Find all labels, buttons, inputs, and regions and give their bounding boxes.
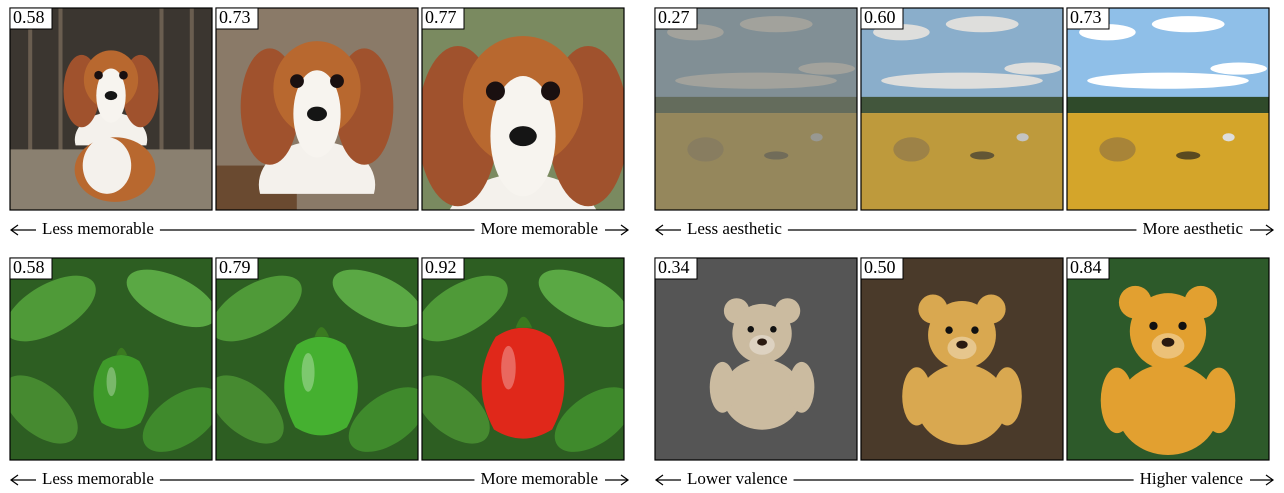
image [403,258,644,465]
score: 0.79 [219,257,251,277]
score: 0.73 [1070,7,1102,27]
caption-right: Higher valence [1140,469,1243,488]
score: 0.73 [219,7,251,27]
score: 0.60 [864,7,896,27]
image [655,8,857,210]
score: 0.58 [13,257,45,277]
image [1067,8,1269,210]
image [861,8,1063,210]
score: 0.50 [864,257,896,277]
score: 0.92 [425,257,457,277]
image [10,8,212,210]
image [861,258,1063,460]
image [655,258,857,460]
image [418,8,628,294]
caption-left: Less memorable [42,219,154,238]
figure: 0.58 0.73 0.77 Less memorable More memorable… [0,0,1284,493]
caption-left: Less memorable [42,469,154,488]
image [0,258,232,465]
score: 0.58 [13,7,45,27]
caption-right: More aesthetic [1142,219,1243,238]
score: 0.84 [1070,257,1102,277]
score: 0.77 [425,7,457,27]
caption-left: Lower valence [687,469,788,488]
caption-right: More memorable [480,469,598,488]
image [1067,258,1269,460]
score: 0.34 [658,257,690,277]
image [216,8,418,228]
image [197,258,438,465]
score: 0.27 [658,7,690,27]
caption-left: Less aesthetic [687,219,782,238]
caption-right: More memorable [480,219,598,238]
